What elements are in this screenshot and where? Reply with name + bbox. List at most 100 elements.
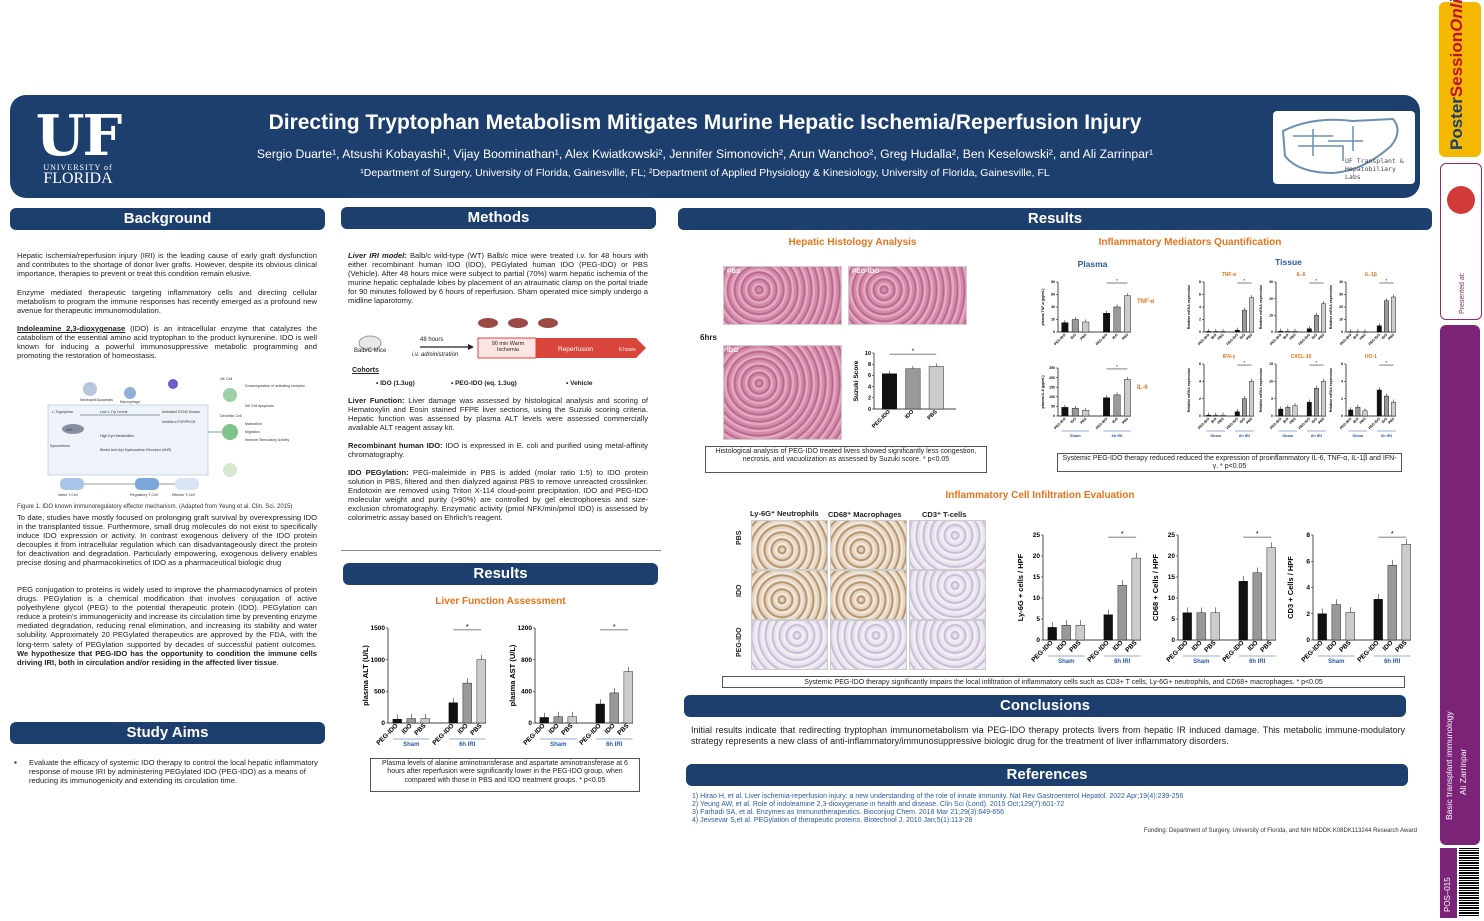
liver-function-caption: Plasma levels of alanine aminotransferas… — [370, 758, 640, 792]
category-label: IDO — [1311, 333, 1318, 340]
category-label: PEG-IDO — [1165, 639, 1189, 663]
bar — [905, 368, 921, 410]
y-tick-label: 8 — [1199, 280, 1201, 284]
y-tick-label: 0 — [1199, 330, 1201, 334]
group-label: 6h IRI — [1384, 659, 1401, 665]
bar — [1131, 557, 1141, 641]
category-label: IDO — [1282, 417, 1289, 424]
category-label: PEG-IDO — [1339, 333, 1352, 346]
y-axis-label: plasma AST (U/L) — [508, 644, 517, 706]
bar — [1384, 395, 1389, 417]
barcode-icon — [1459, 848, 1479, 916]
bar — [595, 703, 605, 724]
y-tick-label: 4 — [1341, 380, 1343, 384]
bar — [1071, 408, 1079, 417]
ihc-ido-cd68 — [830, 570, 907, 620]
reference-4[interactable]: 4) Jevsevar S,et al. PEGylation of thera… — [692, 817, 973, 824]
bar — [1321, 303, 1326, 333]
bar — [1331, 604, 1341, 641]
y-tick-label: 6 — [1306, 558, 1310, 565]
y-tick-label: 10 — [1269, 380, 1273, 384]
ihc-pegido-ly6g — [751, 620, 828, 670]
bar — [1210, 612, 1220, 641]
timeline-ischemia-label: 90 min Warm Ischemia — [491, 341, 525, 353]
category-label: IDO — [1282, 333, 1289, 340]
reference-1[interactable]: 1) Hirao H, et al. Liver ischemia-reperf… — [692, 793, 1184, 800]
y-tick-label: 8 — [1306, 532, 1310, 539]
methods-pegylation: IDO PEGylation: PEG-maleimide in PBS is … — [348, 468, 648, 523]
macrophage-small-icon — [168, 379, 178, 389]
ihc-pbs-ly6g — [751, 520, 828, 570]
liver-icon-3 — [538, 318, 558, 328]
reference-2[interactable]: 2) Yeung AW, et al. Role of indoleamine … — [692, 801, 1065, 808]
y-tick-label: 10 — [865, 351, 871, 357]
bar — [609, 692, 619, 724]
category-label: PEG-IDO — [871, 409, 892, 430]
group-label: 6h IRI — [1249, 659, 1266, 665]
category-label: IDO — [1070, 333, 1077, 340]
y-tick-label: 400 — [521, 689, 532, 696]
bar — [882, 373, 897, 410]
bar — [623, 671, 633, 724]
category-label: PEG-IDO — [1300, 639, 1324, 663]
group-label: Sham — [1193, 659, 1209, 665]
group-label: 6h IRI — [459, 742, 476, 748]
reference-3[interactable]: 3) Farhadi SA, et al. Enzymes as Immunot… — [692, 809, 1005, 816]
diagram-label: Maturation — [245, 422, 262, 426]
y-tick-label: 800 — [521, 657, 532, 664]
bar — [1196, 612, 1206, 641]
category-label: PEG-IDO — [1298, 333, 1311, 346]
group-label: Sham — [403, 742, 419, 748]
y-tick-label: 6 — [1199, 362, 1201, 366]
group-label: Sham — [1282, 433, 1293, 438]
group-label: 6h IRI — [606, 742, 623, 748]
y-tick-label: 20 — [1033, 553, 1041, 560]
methods-rh-body: IDO is expressed in E. coli and purified… — [348, 441, 648, 460]
category-label: IDO — [1381, 417, 1388, 424]
y-tick-label: 4 — [1199, 380, 1201, 384]
diagram-label: Binds/ Acti Aryl Hydrocarbon Receptor (A… — [100, 448, 171, 452]
category-label: PEG-IDO — [1269, 417, 1282, 430]
bar — [1047, 627, 1057, 641]
bar — [1124, 295, 1131, 333]
cohort-2: • PEG-IDO (eq. 1.3ug) — [451, 380, 517, 387]
category-label: PBS — [1289, 416, 1297, 424]
bar — [1117, 585, 1127, 641]
lab-logo-line2: Hepatobiliary Labs — [1345, 165, 1396, 181]
y-tick-label: 2 — [1199, 318, 1201, 322]
y-tick-label: 50 — [1051, 405, 1055, 409]
bar — [476, 659, 486, 724]
bar — [1391, 401, 1396, 417]
y-tick-label: 15 — [1269, 362, 1273, 366]
category-label: PBS — [1359, 416, 1367, 424]
diagram-label: L-Tryptophan — [52, 410, 73, 414]
category-label: PBS — [1359, 332, 1367, 340]
hypothesis-text: We hypothesize that PEG-IDO has the oppo… — [17, 648, 317, 667]
group-label: Sham — [1328, 659, 1344, 665]
bar — [1082, 410, 1090, 417]
bar — [1348, 409, 1354, 417]
y-tick-label: 40 — [1051, 305, 1055, 309]
background-p4: To date, studies have mostly focused on … — [17, 513, 317, 568]
timeline-reperfusion-label: Reperfusion — [558, 346, 594, 353]
presented-at-box: Presented at: — [1440, 163, 1482, 320]
bar — [1071, 319, 1079, 333]
regulatory-tcell-icon — [135, 478, 159, 490]
category-label: PBS — [1124, 639, 1139, 654]
group-label: 6h IRI — [1311, 433, 1322, 438]
category-label: PEG-IDO — [578, 722, 602, 746]
ihc-pegido-cd68 — [830, 620, 907, 670]
y-tick-label: 10 — [1269, 314, 1273, 318]
diagram-label: Migration — [245, 430, 260, 434]
significance-star: * — [1316, 360, 1318, 365]
background-p5: PEG conjugation to proteins is widely us… — [17, 585, 317, 667]
bar — [1285, 407, 1291, 417]
bar — [1266, 547, 1276, 641]
bar — [1278, 408, 1284, 417]
diagram-label: Kynurenines — [50, 444, 70, 448]
y-axis-label: Ly-6G + cells / HPF — [1016, 553, 1025, 621]
section-results-right-heading: Results — [678, 208, 1432, 230]
